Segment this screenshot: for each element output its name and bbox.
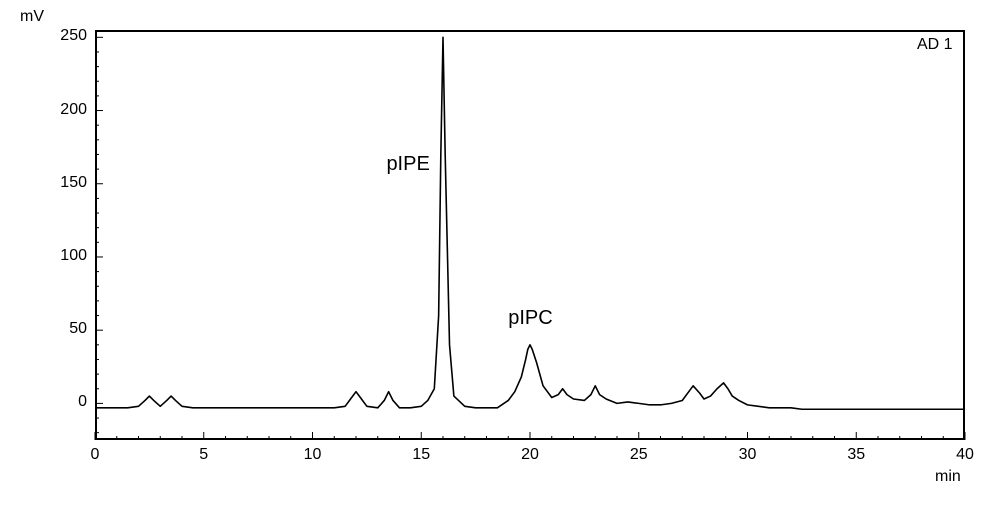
- y-tick-label: 200: [47, 101, 87, 119]
- y-tick-label: 0: [47, 393, 87, 411]
- x-tick-label: 30: [733, 446, 763, 464]
- x-tick-label: 35: [841, 446, 871, 464]
- y-tick-label: 100: [47, 247, 87, 265]
- y-tick-label: 150: [47, 174, 87, 192]
- x-tick-label: 5: [189, 446, 219, 464]
- y-tick-label: 250: [47, 27, 87, 45]
- x-tick-label: 15: [406, 446, 436, 464]
- x-tick-label: 10: [298, 446, 328, 464]
- x-tick-label: 25: [624, 446, 654, 464]
- chromatogram-line: [0, 0, 1000, 507]
- x-tick-label: 0: [80, 446, 110, 464]
- x-tick-label: 40: [950, 446, 980, 464]
- x-tick-label: 20: [515, 446, 545, 464]
- y-tick-label: 50: [47, 320, 87, 338]
- peak-label: pIPC: [508, 307, 552, 330]
- x-axis-unit: min: [935, 468, 961, 486]
- detector-label: AD 1: [917, 36, 953, 54]
- chart-container: mV 050100150200250 0510152025303540 pIPE…: [0, 0, 1000, 507]
- peak-label: pIPE: [386, 153, 429, 176]
